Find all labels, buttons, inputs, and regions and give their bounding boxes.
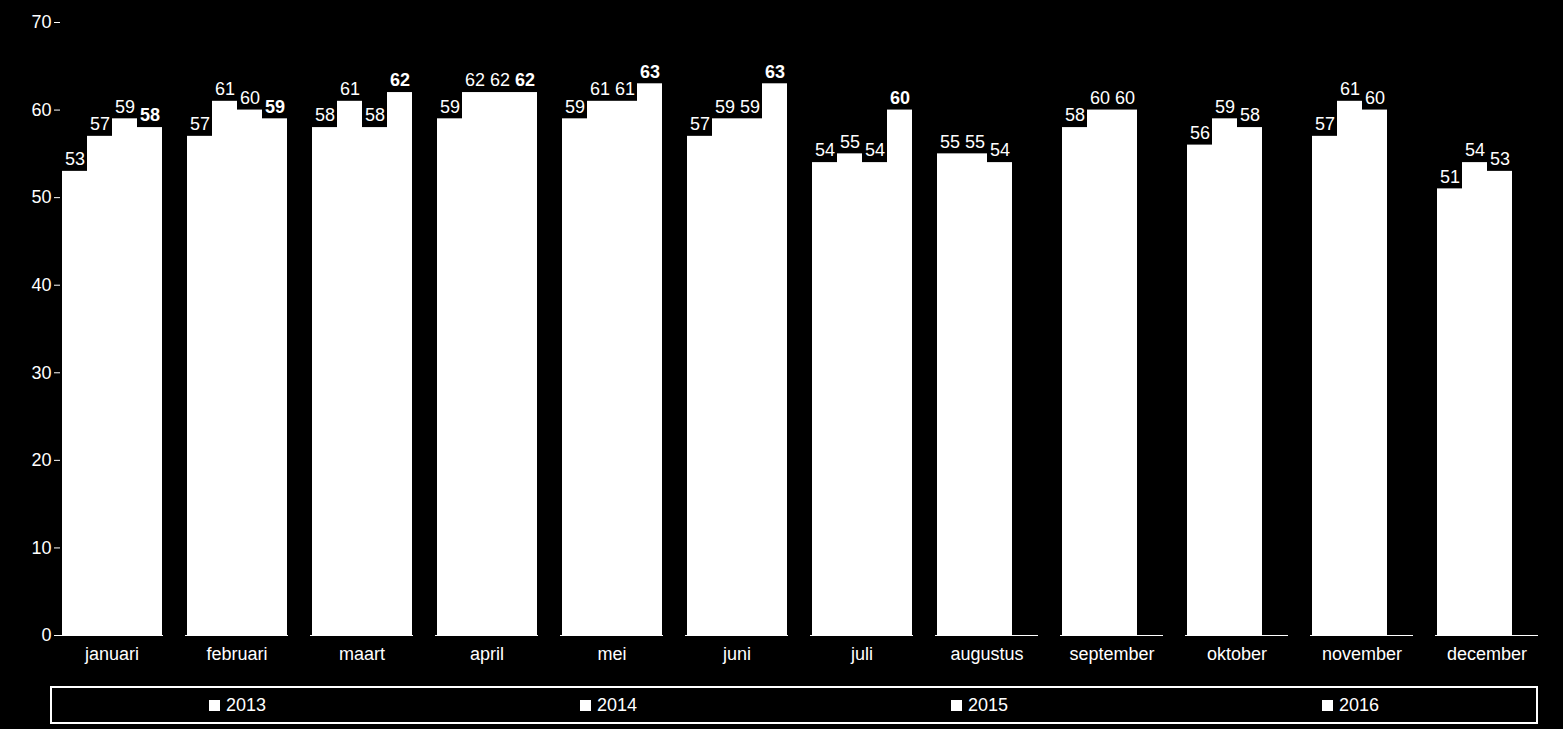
svg-text:54: 54 (990, 140, 1010, 160)
svg-text:62: 62 (465, 70, 485, 90)
svg-text:61: 61 (215, 79, 235, 99)
svg-text:54: 54 (865, 140, 885, 160)
svg-text:oktober: oktober (1207, 644, 1267, 664)
svg-text:62: 62 (515, 70, 535, 90)
svg-text:juni: juni (722, 644, 751, 664)
svg-text:februari: februari (206, 644, 267, 664)
svg-text:58: 58 (365, 105, 385, 125)
svg-text:april: april (470, 644, 504, 664)
svg-text:59: 59 (715, 97, 735, 117)
svg-text:58: 58 (1065, 105, 1085, 125)
svg-text:10: 10 (31, 538, 51, 558)
svg-text:57: 57 (1315, 114, 1335, 134)
svg-text:60: 60 (890, 88, 910, 108)
svg-text:59: 59 (265, 97, 285, 117)
svg-text:57: 57 (190, 114, 210, 134)
svg-text:58: 58 (1240, 105, 1260, 125)
svg-text:59: 59 (1215, 97, 1235, 117)
svg-text:55: 55 (940, 132, 960, 152)
svg-text:60: 60 (240, 88, 260, 108)
svg-text:60: 60 (1365, 88, 1385, 108)
svg-text:51: 51 (1440, 167, 1460, 187)
svg-text:61: 61 (1340, 79, 1360, 99)
svg-text:december: december (1447, 644, 1527, 664)
svg-text:54: 54 (815, 140, 835, 160)
svg-text:59: 59 (565, 97, 585, 117)
svg-text:maart: maart (339, 644, 385, 664)
svg-text:61: 61 (340, 79, 360, 99)
svg-text:59: 59 (740, 97, 760, 117)
html-text:2016: 2016 (1339, 694, 1379, 715)
svg-text:60: 60 (31, 100, 51, 120)
html-text:2014: 2014 (597, 694, 637, 715)
svg-text:61: 61 (615, 79, 635, 99)
svg-text:november: november (1322, 644, 1402, 664)
svg-text:september: september (1069, 644, 1154, 664)
svg-text:60: 60 (1115, 88, 1135, 108)
svg-text:59: 59 (440, 97, 460, 117)
svg-text:50: 50 (31, 187, 51, 207)
svg-text:juli: juli (850, 644, 873, 664)
svg-text:70: 70 (31, 12, 51, 32)
svg-text:62: 62 (490, 70, 510, 90)
svg-text:30: 30 (31, 363, 51, 383)
svg-text:mei: mei (597, 644, 626, 664)
svg-text:58: 58 (315, 105, 335, 125)
svg-text:60: 60 (1090, 88, 1110, 108)
svg-text:53: 53 (1490, 149, 1510, 169)
svg-text:54: 54 (1465, 140, 1485, 160)
svg-text:63: 63 (640, 62, 660, 82)
svg-text:61: 61 (590, 79, 610, 99)
html-text:2013: 2013 (226, 694, 266, 715)
html-text:2015: 2015 (968, 694, 1008, 715)
svg-text:55: 55 (840, 132, 860, 152)
svg-text:20: 20 (31, 450, 51, 470)
svg-text:58: 58 (140, 105, 160, 125)
svg-text:40: 40 (31, 275, 51, 295)
svg-text:57: 57 (690, 114, 710, 134)
svg-text:63: 63 (765, 62, 785, 82)
svg-text:53: 53 (65, 149, 85, 169)
svg-text:augustus: augustus (950, 644, 1023, 664)
svg-text:56: 56 (1190, 123, 1210, 143)
svg-text:59: 59 (115, 97, 135, 117)
svg-text:57: 57 (90, 114, 110, 134)
svg-text:0: 0 (41, 625, 51, 645)
svg-text:62: 62 (390, 70, 410, 90)
svg-text:januari: januari (84, 644, 139, 664)
svg-text:55: 55 (965, 132, 985, 152)
